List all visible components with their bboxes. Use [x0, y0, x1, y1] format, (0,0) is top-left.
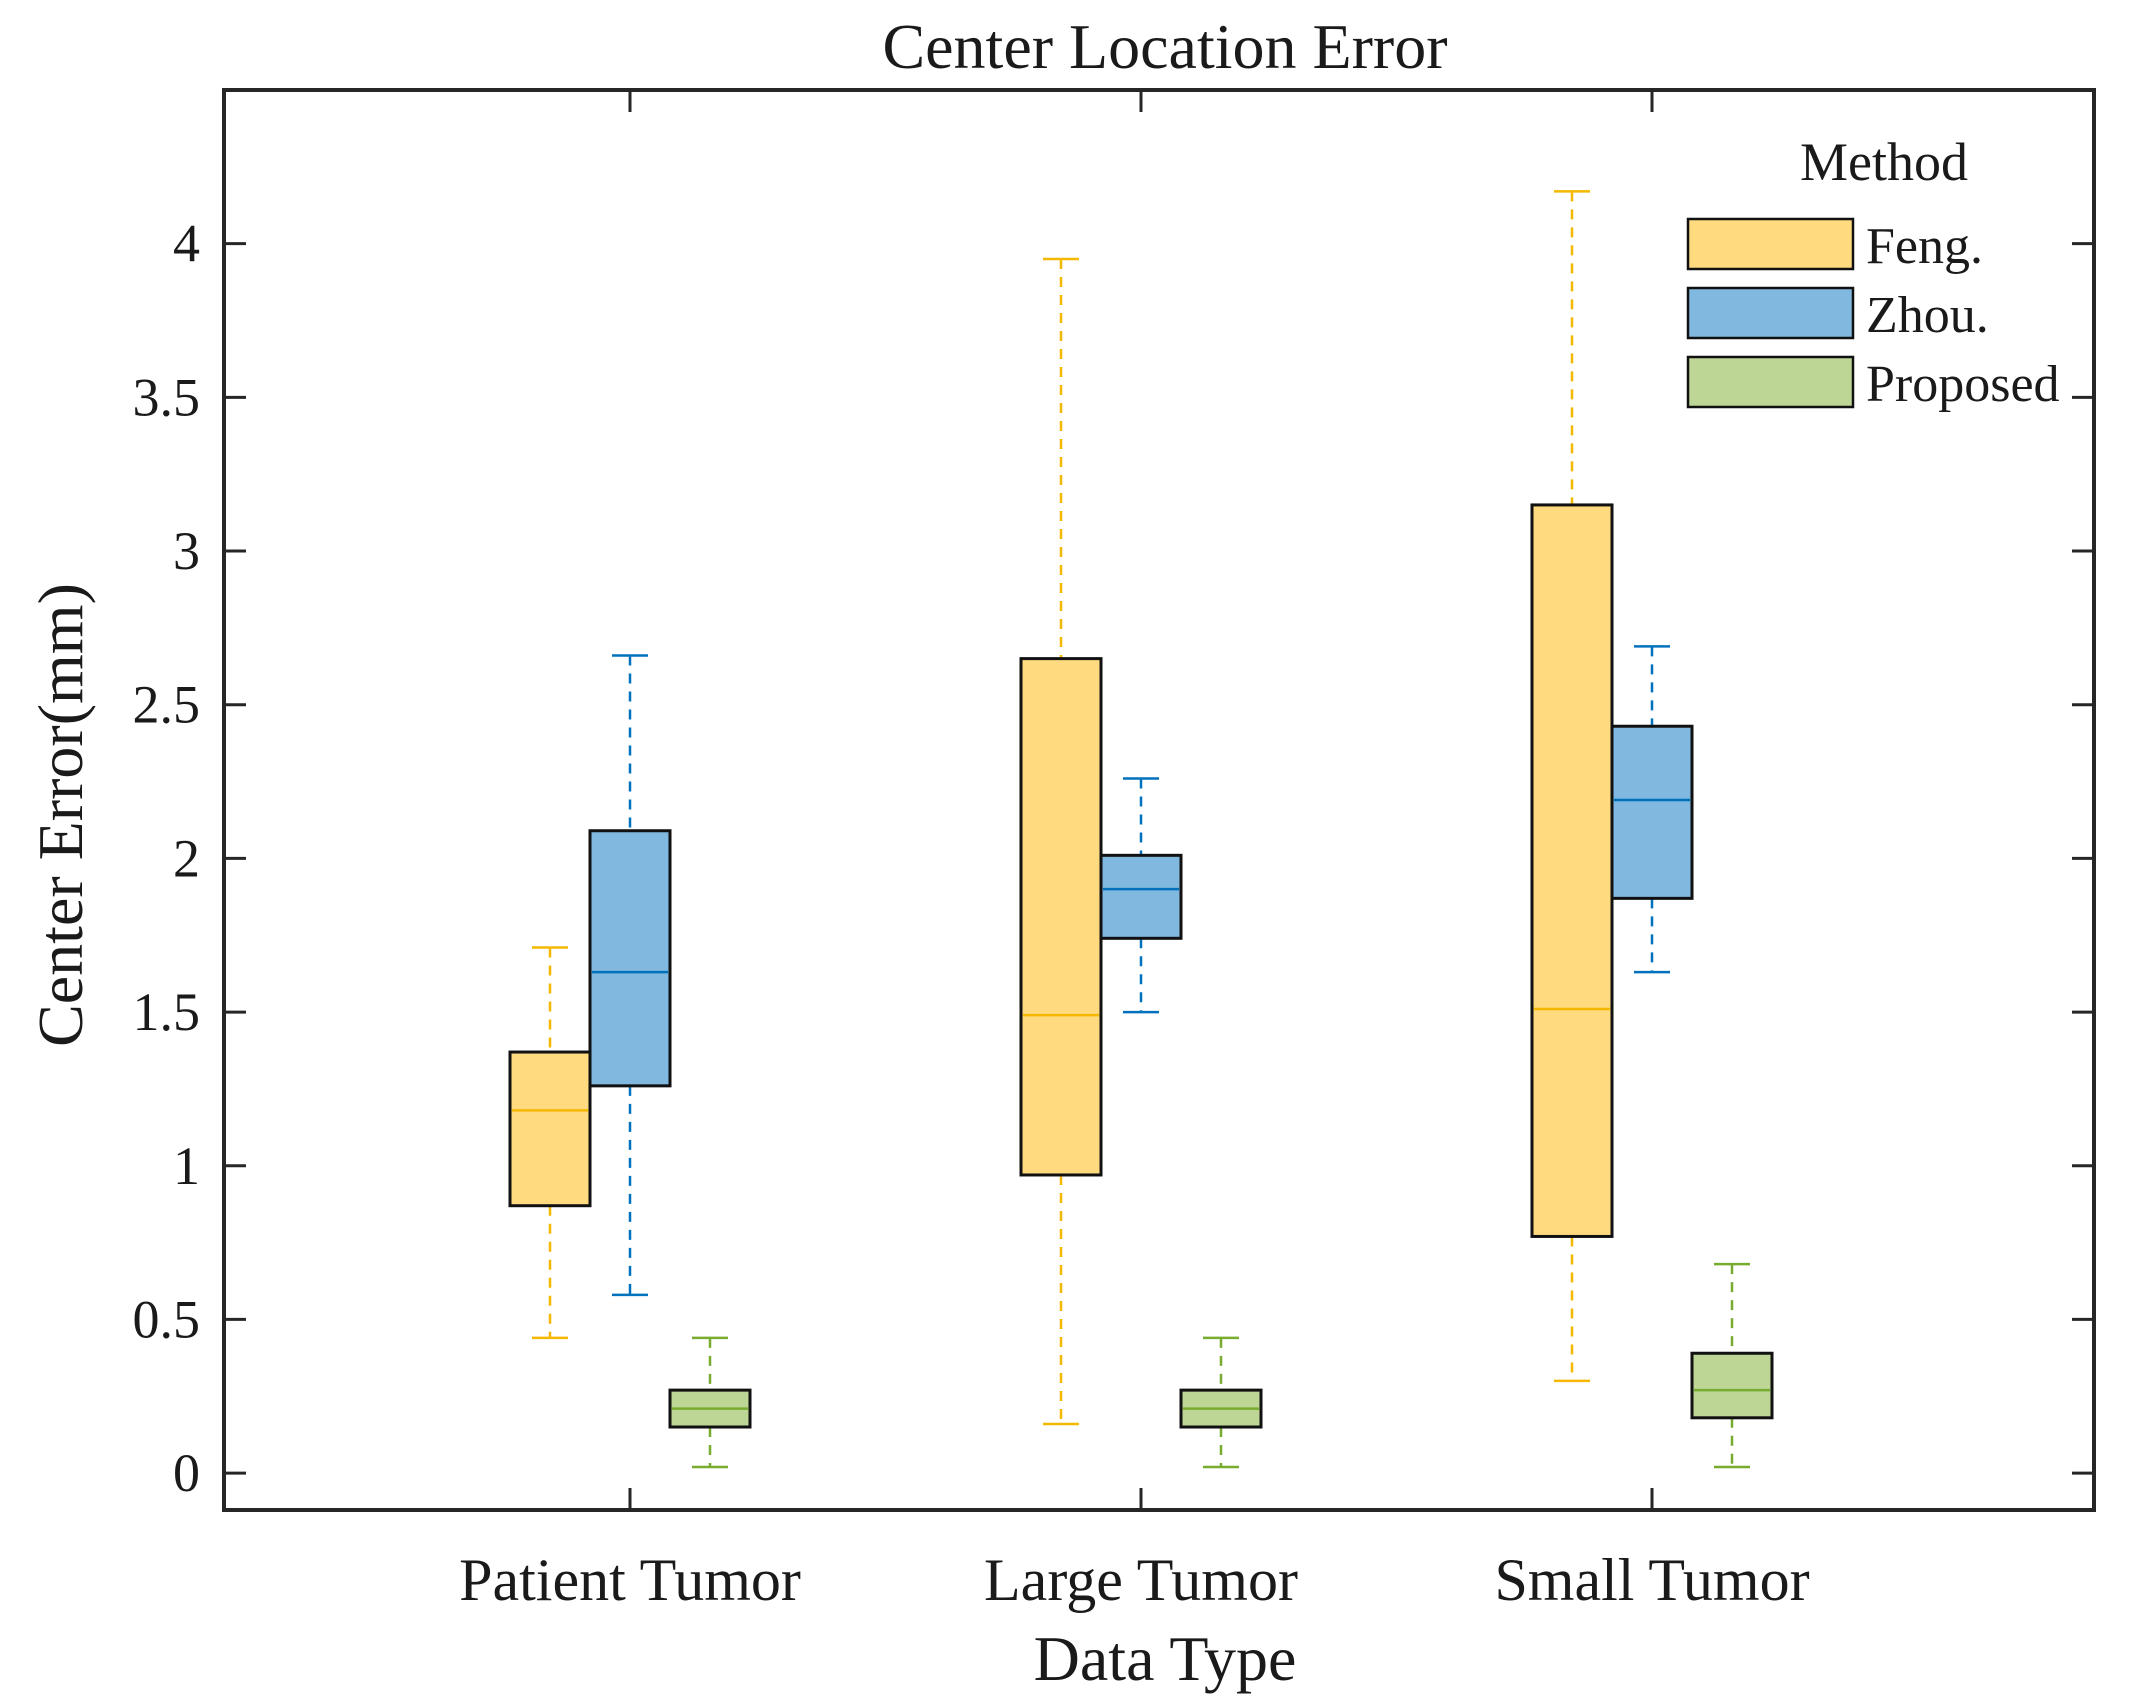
- legend-swatch-proposed: [1686, 355, 1855, 409]
- box-iqr: [1019, 657, 1103, 1177]
- y-tick-label: 0.5: [133, 1289, 201, 1349]
- y-axis-title: Center Error(mm): [25, 583, 96, 1047]
- y-tick-label: 2: [173, 828, 200, 888]
- box-zhou-0: [588, 654, 672, 1297]
- legend-label: Zhou.: [1866, 287, 1989, 344]
- box-proposed-0: [668, 1336, 752, 1469]
- box-feng-0: [508, 946, 592, 1340]
- box-proposed-1: [1179, 1336, 1263, 1469]
- box-feng-1: [1019, 257, 1103, 1426]
- legend-title: Method: [1800, 132, 1968, 192]
- box-iqr: [1610, 724, 1694, 900]
- y-tick-label: 0: [173, 1443, 200, 1503]
- box-proposed-2: [1690, 1262, 1774, 1469]
- x-category-label: Large Tumor: [984, 1547, 1298, 1613]
- box-zhou-2: [1610, 645, 1694, 974]
- legend-swatch-zhou: [1686, 286, 1855, 340]
- y-tick-label: 3: [173, 521, 200, 581]
- x-axis-title: Data Type: [1034, 1623, 1297, 1694]
- chart-title: Center Location Error: [882, 11, 1447, 82]
- plot-area: 0 0.5 1 1.5 2 2.5 3 3.5 4 Patient Tumor Large Tumo…: [133, 88, 2096, 1613]
- box-iqr: [1099, 853, 1183, 940]
- y-tick-label: 1.5: [133, 982, 201, 1042]
- y-tick-label: 1: [173, 1136, 200, 1196]
- box-feng-2: [1530, 190, 1614, 1383]
- box-iqr: [1530, 503, 1614, 1238]
- legend-label: Feng.: [1866, 218, 1983, 275]
- box-zhou-1: [1099, 777, 1183, 1014]
- y-tick-label: 2.5: [133, 675, 201, 735]
- x-category-label: Small Tumor: [1494, 1547, 1809, 1613]
- legend-label: Proposed: [1866, 356, 2060, 413]
- box-iqr: [588, 829, 672, 1088]
- legend: Method Feng. Zhou. Proposed: [1686, 132, 2060, 413]
- box-iqr: [1690, 1351, 1774, 1420]
- y-tick-label: 3.5: [133, 367, 201, 427]
- box-iqr: [508, 1050, 592, 1208]
- legend-swatch-feng: [1686, 217, 1855, 271]
- x-category-label: Patient Tumor: [459, 1547, 801, 1613]
- y-tick-label: 4: [173, 214, 200, 274]
- plot-frame: [222, 88, 2096, 1512]
